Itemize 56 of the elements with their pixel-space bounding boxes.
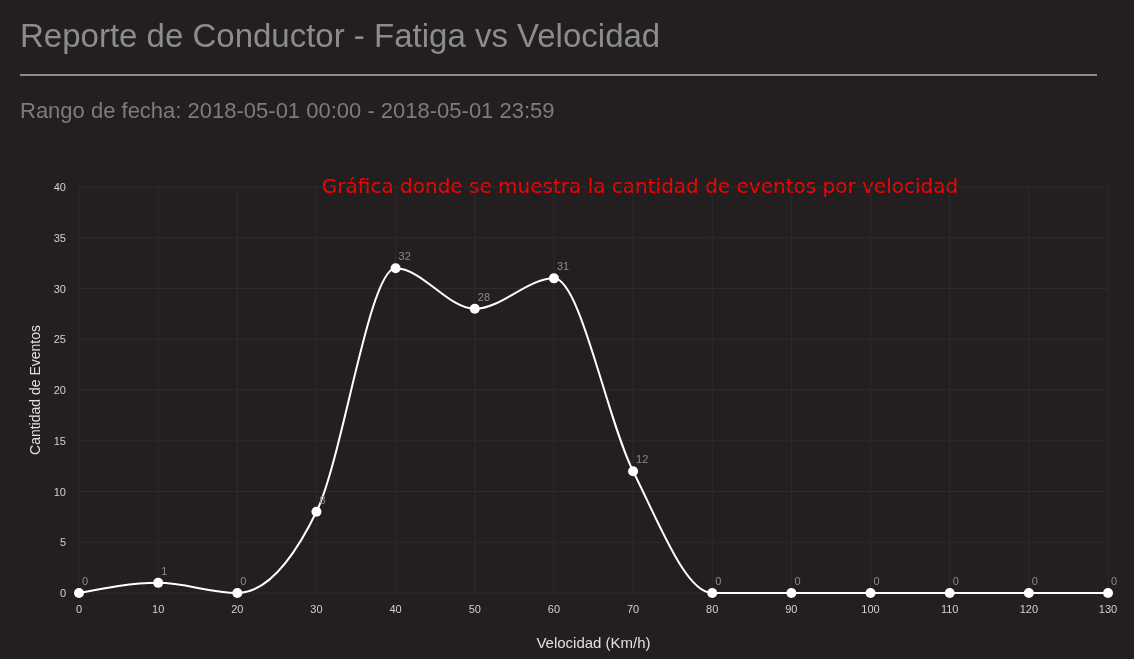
x-tick-label: 120 bbox=[1019, 603, 1039, 615]
point bbox=[548, 273, 559, 284]
x-axis-title: Velocidad (Km/h) bbox=[536, 634, 651, 651]
data-label: 0 bbox=[794, 575, 801, 587]
y-tick-label: 15 bbox=[53, 434, 66, 447]
y-axis-title: Cantidad de Eventos bbox=[27, 325, 43, 455]
data-label: 1 bbox=[161, 564, 168, 577]
x-tick-label: 90 bbox=[785, 603, 798, 615]
y-tick-label: 35 bbox=[53, 231, 66, 244]
point bbox=[74, 588, 84, 598]
x-tick-label: 30 bbox=[310, 603, 323, 615]
chart-title: Reporte de Conductor - Fatiga vs Velocidad bbox=[20, 17, 661, 54]
y-tick-label: 30 bbox=[53, 282, 66, 295]
point bbox=[707, 588, 718, 598]
data-label: 31 bbox=[556, 260, 570, 273]
x-tick-label: 10 bbox=[152, 603, 165, 615]
x-tick-label: 130 bbox=[1098, 603, 1118, 615]
data-label: 0 bbox=[873, 575, 880, 587]
point bbox=[390, 263, 401, 274]
point bbox=[311, 506, 322, 517]
data-label: 0 bbox=[952, 575, 959, 587]
data-label: 0 bbox=[82, 575, 89, 587]
point bbox=[628, 466, 639, 477]
x-tick-label: 80 bbox=[706, 603, 719, 615]
data-label: 32 bbox=[398, 250, 411, 263]
x-tick-label: 50 bbox=[468, 603, 481, 615]
y-tick-label: 5 bbox=[59, 536, 66, 549]
x-tick-label: 20 bbox=[231, 603, 244, 615]
point bbox=[232, 588, 243, 598]
x-tick-label: 100 bbox=[861, 603, 880, 615]
data-label: 12 bbox=[636, 453, 649, 466]
point bbox=[1023, 588, 1034, 598]
data-label: 0 bbox=[240, 575, 247, 587]
y-tick-label: 20 bbox=[53, 384, 66, 396]
data-label: 0 bbox=[1031, 575, 1038, 587]
data-label: 0 bbox=[715, 575, 722, 587]
point bbox=[944, 588, 955, 598]
y-tick-label: 40 bbox=[53, 181, 66, 193]
annotation: Gráfica donde se muestra la cantidad de eventos por velocidad bbox=[321, 174, 959, 198]
data-label: 28 bbox=[477, 290, 491, 303]
point bbox=[153, 577, 164, 588]
x-tick-label: 70 bbox=[626, 603, 640, 615]
x-tick-label: 0 bbox=[75, 603, 83, 615]
data-label: 8 bbox=[319, 493, 326, 506]
y-tick-label: 0 bbox=[59, 587, 66, 599]
point bbox=[786, 588, 797, 598]
point bbox=[1103, 588, 1113, 598]
x-tick-label: 110 bbox=[940, 603, 959, 615]
point bbox=[469, 303, 480, 314]
x-tick-label: 60 bbox=[547, 603, 561, 615]
x-tick-label: 40 bbox=[389, 603, 402, 615]
point bbox=[865, 588, 876, 598]
y-tick-label: 10 bbox=[53, 485, 66, 498]
data-label: 0 bbox=[1111, 575, 1118, 587]
chart-subtitle: Rango de fecha: 2018-05-01 00:00 - 2018-05-01 23:59 bbox=[20, 98, 555, 123]
y-tick-label: 25 bbox=[53, 333, 66, 346]
